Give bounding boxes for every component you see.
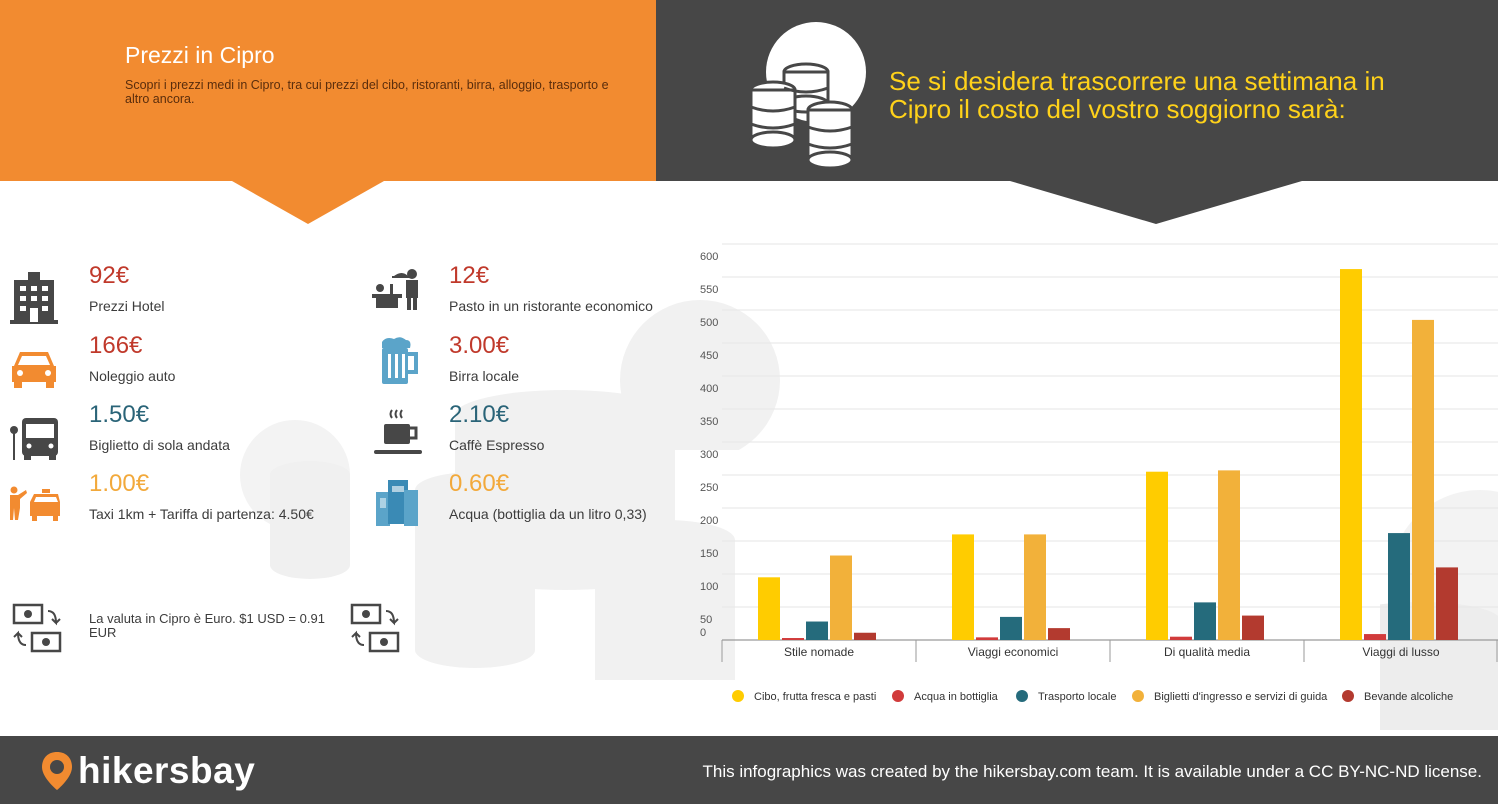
header-right-pointer	[1010, 181, 1302, 224]
price-value: 92€	[89, 262, 130, 289]
y-tick-label: 500	[700, 317, 718, 329]
legend-marker	[892, 690, 904, 702]
price-value: 3.00€	[449, 332, 510, 359]
y-tick-label: 600	[700, 251, 718, 263]
y-tick-label: 0	[700, 627, 706, 639]
taxi-icon	[10, 486, 60, 521]
price-item-beer: 3.00€ Birra locale	[449, 332, 749, 392]
bar	[1000, 616, 1022, 640]
y-tick-label: 550	[700, 284, 718, 296]
y-tick-label: 300	[700, 449, 718, 461]
y-tick-label: 350	[700, 416, 718, 428]
bar	[1146, 471, 1168, 640]
price-value: 1.00€	[89, 470, 150, 497]
bar	[1364, 634, 1386, 640]
footer-credit: This infographics was created by the hik…	[702, 762, 1482, 781]
price-value: 12€	[449, 262, 490, 289]
y-tick-label: 100	[700, 581, 718, 593]
bar	[1242, 615, 1264, 640]
price-item-water: 0.60€ Acqua (bottiglia da un litro 0,33)	[449, 470, 749, 530]
price-label: Acqua (bottiglia da un litro 0,33)	[449, 506, 647, 522]
y-tick-label: 150	[700, 548, 718, 560]
price-item-car-rental: 166€ Noleggio auto	[89, 332, 389, 392]
bar	[782, 638, 804, 640]
legend-label: Trasporto locale	[1038, 691, 1116, 703]
y-tick-label: 250	[700, 482, 718, 494]
hotel-icon	[10, 272, 58, 324]
currency-exchange-icon	[12, 603, 62, 653]
x-tick-label: Di qualità media	[1164, 645, 1250, 659]
legend-marker	[1016, 690, 1028, 702]
coins-stack-icon	[749, 62, 854, 170]
bar	[830, 555, 852, 640]
price-label: Biglietto di sola andata	[89, 437, 230, 453]
legend-marker	[1342, 690, 1354, 702]
water-icon	[376, 480, 418, 526]
price-value: 1.50€	[89, 401, 150, 428]
price-label: Birra locale	[449, 368, 520, 384]
price-label: Noleggio auto	[89, 368, 176, 384]
bar	[806, 621, 828, 640]
bar	[1388, 533, 1410, 640]
currency-note: La valuta in Cipro è Euro. $1 USD = 0.91…	[89, 611, 325, 640]
beer-icon	[382, 337, 418, 384]
price-item-coffee: 2.10€ Caffè Espresso	[449, 401, 749, 461]
bar	[1194, 602, 1216, 640]
legend-label: Cibo, frutta fresca e pasti	[754, 691, 876, 703]
background-coins-decoration-icon	[415, 390, 735, 680]
bar	[854, 632, 876, 640]
bar	[976, 637, 998, 640]
page-title: Prezzi in Cipro	[125, 42, 275, 68]
price-item-restaurant: 12€ Pasto in un ristorante economico	[449, 262, 749, 322]
y-tick-label: 200	[700, 515, 718, 527]
price-label: Prezzi Hotel	[89, 298, 165, 314]
bar	[1436, 567, 1458, 640]
x-tick-label: Viaggi economici	[968, 645, 1059, 659]
x-tick-label: Viaggi di lusso	[1362, 645, 1439, 659]
bar	[1048, 628, 1070, 640]
x-tick-label: Stile nomade	[784, 645, 854, 659]
map-pin-logo-icon	[42, 752, 72, 790]
headline: Se si desidera trascorrere una settimana…	[889, 66, 1385, 124]
legend-label: Biglietti d'ingresso e servizi di guida	[1154, 691, 1328, 703]
price-label: Pasto in un ristorante economico	[449, 298, 653, 314]
price-value: 166€	[89, 332, 143, 359]
background-circle-decoration-icon	[620, 300, 780, 450]
currency-exchange-icon	[350, 603, 400, 653]
cost-bar-chart: 050 100 150 200 250 300 350 400 450 500 550 600 Stil…	[700, 243, 1498, 703]
page-subtitle: Scopri i prezzi medi in Cipro, tra cui p…	[125, 78, 609, 106]
header-left-pointer	[232, 181, 384, 224]
price-value: 0.60€	[449, 470, 510, 497]
car-icon	[12, 352, 56, 388]
y-tick-label: 50	[700, 614, 712, 626]
bar	[1170, 636, 1192, 640]
price-item-hotel: 92€ Prezzi Hotel	[89, 262, 389, 322]
price-value: 2.10€	[449, 401, 510, 428]
legend-marker	[1132, 690, 1144, 702]
price-item-taxi: 1.00€ Taxi 1km + Tariffa di partenza: 4.…	[89, 470, 389, 530]
legend-label: Bevande alcoliche	[1364, 691, 1453, 703]
y-tick-label: 400	[700, 383, 718, 395]
legend-marker	[732, 690, 744, 702]
background-coin-decoration-icon	[240, 420, 350, 579]
price-label: Taxi 1km + Tariffa di partenza: 4.50€	[89, 506, 314, 522]
price-item-bus-ticket: 1.50€ Biglietto di sola andata	[89, 401, 389, 461]
y-tick-label: 450	[700, 350, 718, 362]
bar	[1412, 319, 1434, 640]
bar	[758, 577, 780, 640]
restaurant-icon	[372, 269, 418, 310]
legend-label: Acqua in bottiglia	[914, 691, 999, 703]
bar	[1024, 534, 1046, 640]
bar	[952, 534, 974, 640]
header-left-panel	[0, 0, 656, 181]
coffee-icon	[374, 409, 422, 454]
price-label: Caffè Espresso	[449, 437, 545, 453]
bar	[1340, 269, 1362, 640]
footer-bar	[0, 736, 1498, 804]
footer-logo: hikersbay	[78, 750, 256, 791]
bar	[1218, 470, 1240, 640]
bus-icon	[10, 418, 58, 460]
